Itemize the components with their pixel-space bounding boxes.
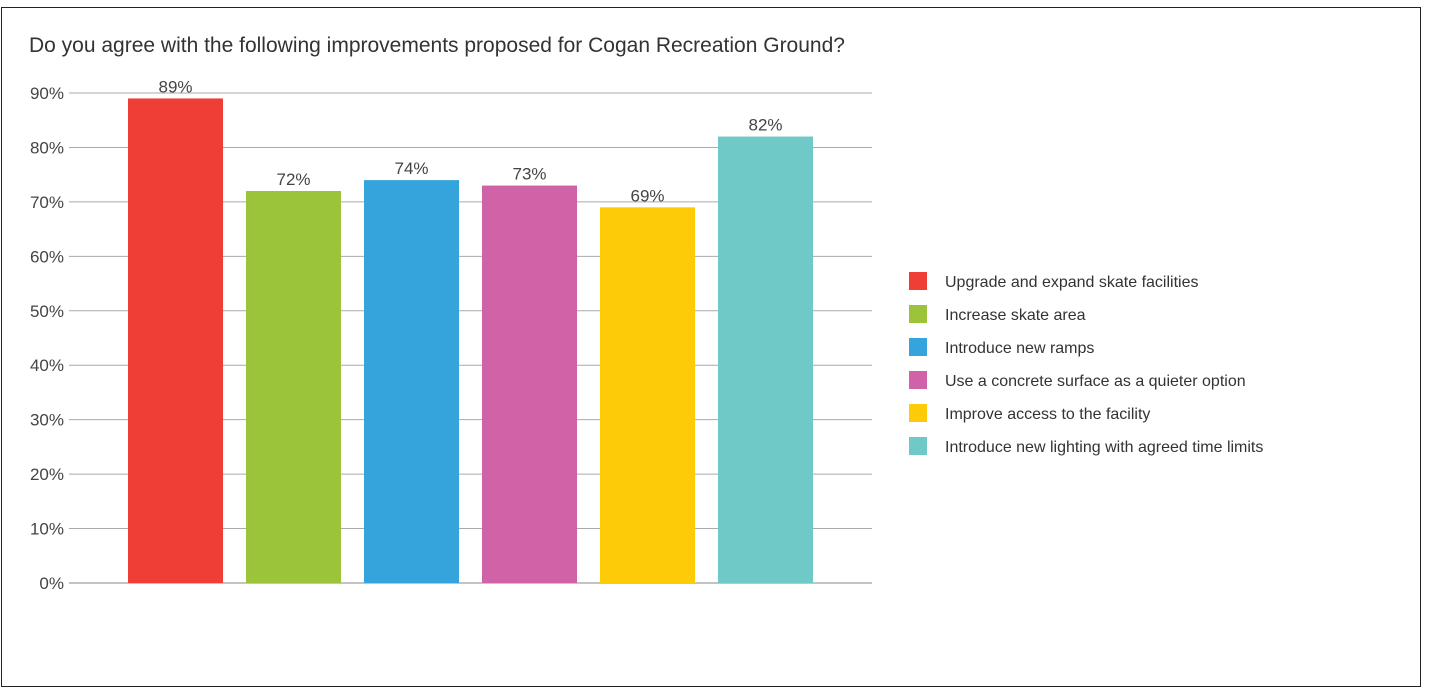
- legend-label: Improve access to the facility: [945, 406, 1150, 423]
- y-tick-label: 30%: [30, 411, 64, 430]
- y-tick-label: 60%: [30, 247, 64, 266]
- legend-swatch: [909, 305, 927, 323]
- bar-value-label: 89%: [158, 77, 192, 96]
- bar: [718, 136, 813, 584]
- bar-chart: 0% 10% 20% 30% 40% 50% 60% 70% 80% 90% 89% 72% 74% 7…: [30, 77, 1263, 593]
- bar-value-label: 72%: [276, 170, 310, 189]
- legend-label: Upgrade and expand skate facilities: [945, 274, 1199, 291]
- y-tick-label: 90%: [30, 84, 64, 103]
- bar: [600, 207, 695, 584]
- bar-value-label: 73%: [512, 165, 546, 184]
- legend-swatch: [909, 371, 927, 389]
- y-tick-label: 80%: [30, 138, 64, 157]
- legend: Upgrade and expand skate facilities Incre…: [909, 272, 1263, 456]
- bar: [364, 180, 459, 583]
- y-tick-label: 0%: [39, 574, 64, 593]
- y-tick-label: 40%: [30, 356, 64, 375]
- y-tick-label: 20%: [30, 465, 64, 484]
- legend-swatch: [909, 272, 927, 290]
- data-labels: 89% 72% 74% 73% 69% 82%: [158, 77, 782, 205]
- bars: [128, 98, 813, 584]
- y-tick-label: 50%: [30, 302, 64, 321]
- bar: [128, 98, 223, 583]
- y-axis-ticks: 0% 10% 20% 30% 40% 50% 60% 70% 80% 90%: [30, 84, 64, 593]
- legend-label: Introduce new ramps: [945, 340, 1094, 357]
- bar-value-label: 82%: [748, 116, 782, 135]
- bar-value-label: 69%: [630, 186, 664, 205]
- y-tick-label: 10%: [30, 520, 64, 539]
- bar: [482, 185, 577, 584]
- legend-label: Use a concrete surface as a quieter opti…: [945, 373, 1246, 390]
- chart-frame: [1, 7, 1421, 687]
- legend-swatch: [909, 338, 927, 356]
- bar-value-label: 74%: [394, 159, 428, 178]
- y-tick-label: 70%: [30, 193, 64, 212]
- legend-swatch: [909, 404, 927, 422]
- legend-label: Increase skate area: [945, 307, 1086, 324]
- legend-swatch: [909, 437, 927, 455]
- legend-label: Introduce new lighting with agreed time …: [945, 439, 1263, 456]
- chart-title: Do you agree with the following improvem…: [29, 34, 845, 57]
- bar: [246, 191, 341, 583]
